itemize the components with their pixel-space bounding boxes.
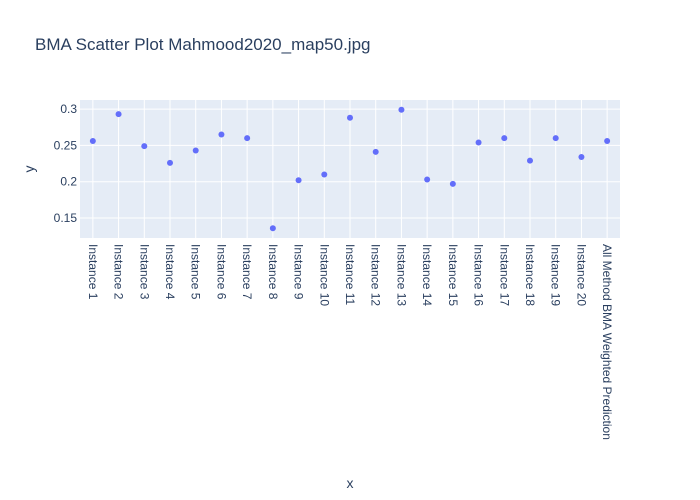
x-axis-title: x	[347, 475, 354, 491]
y-axis-title: y	[21, 166, 37, 173]
data-point	[372, 148, 379, 155]
x-tick-label: Instance 19	[549, 244, 563, 306]
x-tick-labels: Instance 1 Instance 2 Instance 3 Instance 4…	[86, 244, 614, 440]
data-point	[244, 135, 251, 142]
x-tick-label: Instance 2	[112, 244, 126, 300]
y-tick-label: 0.15	[54, 211, 78, 225]
data-point	[269, 225, 276, 232]
data-point	[167, 159, 173, 166]
data-point	[424, 176, 431, 183]
x-tick-label: Instance 15	[446, 244, 460, 306]
x-tick-label: Instance 14	[420, 244, 434, 306]
x-tick-label: Instance 5	[189, 244, 203, 300]
x-tick-label: Instance 17	[497, 244, 511, 306]
data-points	[89, 106, 611, 232]
data-point	[398, 106, 405, 113]
data-point	[552, 135, 559, 142]
y-tick-label: 0.3	[60, 102, 77, 116]
x-tick-label: Instance 8	[266, 244, 280, 300]
x-tick-label: Instance 9	[292, 244, 306, 300]
y-tick-label: 0.25	[54, 138, 78, 152]
gridlines	[80, 100, 620, 238]
data-point	[347, 114, 353, 121]
y-tick-label: 0.2	[60, 175, 77, 189]
data-point	[218, 131, 225, 138]
x-tick-label: Instance 7	[240, 244, 254, 300]
x-tick-label: Instance 6	[214, 244, 228, 300]
x-tick-label: Instance 11	[343, 244, 357, 305]
data-point	[578, 154, 585, 161]
x-tick-label: Instance 10	[317, 244, 331, 306]
data-point	[604, 138, 611, 145]
x-tick-label: Instance 13	[394, 244, 408, 306]
x-tick-label: All Method BMA Weighted Prediction	[600, 244, 614, 440]
chart-title: BMA Scatter Plot Mahmood2020_map50.jpg	[35, 35, 370, 54]
x-tick-label: Instance 12	[369, 244, 383, 306]
data-point	[501, 135, 508, 142]
x-tick-label: Instance 4	[163, 244, 177, 300]
data-point	[141, 143, 148, 150]
data-point	[321, 171, 328, 178]
x-tick-label: Instance 20	[574, 244, 588, 306]
data-point	[527, 157, 533, 164]
x-tick-label: Instance 16	[472, 244, 486, 306]
y-tick-labels: 0.15 0.2 0.25 0.3	[54, 102, 78, 225]
data-point	[295, 177, 302, 184]
x-tick-label: Instance 18	[523, 244, 537, 306]
data-point	[89, 138, 96, 145]
data-point	[192, 147, 199, 154]
data-point	[449, 180, 456, 187]
data-point	[115, 111, 122, 118]
x-tick-label: Instance 3	[137, 244, 151, 300]
data-point	[475, 139, 482, 146]
x-tick-label: Instance 1	[86, 244, 100, 300]
